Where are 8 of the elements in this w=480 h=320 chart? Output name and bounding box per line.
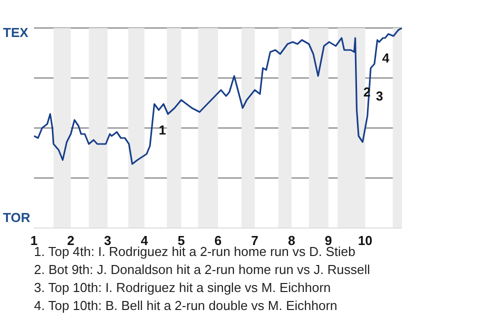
text: TOR bbox=[3, 210, 30, 225]
text: 3. Top 10th: I. Rodriguez hit a single vs M. Eichhorn bbox=[34, 279, 332, 297]
text: TEX bbox=[3, 25, 28, 40]
annotation: 3 bbox=[376, 88, 384, 104]
text: 4. Top 10th: B. Bell hit a 2-run double vs M. Eichhorn bbox=[34, 297, 338, 315]
text: 2. Bot 9th: J. Donaldson hit a 2-run home run vs J. Russell bbox=[34, 261, 370, 279]
x-tick-label: 10 bbox=[358, 233, 372, 248]
annotation: 4 bbox=[382, 50, 390, 66]
